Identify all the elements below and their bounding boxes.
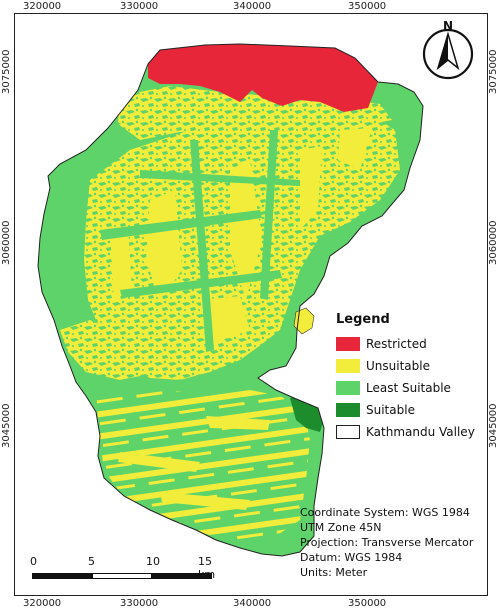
unsuitable-swatch — [336, 359, 360, 373]
bottom-x-label-3: 340000 — [233, 598, 272, 609]
bottom-x-label-4: 350000 — [348, 598, 387, 609]
unsuitable-streaks — [110, 128, 372, 510]
unsuitable-south-bands — [96, 388, 310, 540]
scale-label-5: 5 — [88, 555, 95, 568]
bottom-x-label-2: 330000 — [120, 598, 159, 609]
legend-item-least-suitable: Least Suitable — [336, 377, 486, 399]
scale-label-0: 0 — [30, 555, 37, 568]
map-info: Coordinate System: WGS 1984 UTM Zone 45N… — [300, 505, 473, 580]
top-x-label-3: 340000 — [233, 1, 272, 12]
legend-label: Kathmandu Valley — [366, 425, 475, 439]
scale-bar: 0 5 10 15 km — [28, 555, 228, 585]
top-x-label-2: 330000 — [120, 1, 159, 12]
units: Units: Meter — [300, 566, 368, 579]
bottom-x-label-1: 320000 — [23, 598, 62, 609]
legend-label: Least Suitable — [366, 381, 451, 395]
top-x-label-4: 350000 — [348, 1, 387, 12]
utm-zone: UTM Zone 45N — [300, 521, 382, 534]
kathmandu-valley-boundary — [37, 43, 424, 557]
legend-label: Unsuitable — [366, 359, 430, 373]
north-letter: N — [443, 19, 453, 33]
restricted-swatch — [336, 337, 360, 351]
legend-item-suitable: Suitable — [336, 399, 486, 421]
unsuitable-west-zone — [60, 320, 170, 380]
coordinate-system: Coordinate System: WGS 1984 — [300, 506, 470, 519]
legend-item-unsuitable: Unsuitable — [336, 355, 486, 377]
top-x-label-1: 320000 — [23, 1, 62, 12]
boundary-swatch — [336, 425, 360, 439]
north-arrow-icon: N — [422, 19, 474, 80]
suitable-patch — [160, 530, 180, 542]
scale-label-10: 10 — [146, 555, 160, 568]
datum: Datum: WGS 1984 — [300, 551, 403, 564]
least-suitable-swatch — [336, 381, 360, 395]
restricted-zone — [148, 44, 378, 112]
least-suitable-lanes — [100, 130, 300, 352]
legend: Legend Restricted Unsuitable Least Suita… — [336, 312, 486, 443]
legend-label: Restricted — [366, 337, 427, 351]
legend-item-kathmandu-valley: Kathmandu Valley — [336, 421, 486, 443]
legend-label: Suitable — [366, 403, 415, 417]
legend-title: Legend — [336, 312, 390, 327]
legend-item-restricted: Restricted — [336, 333, 486, 355]
suitable-swatch — [336, 403, 360, 417]
scale-segment-3 — [152, 573, 212, 579]
projection: Projection: Transverse Mercator — [300, 536, 474, 549]
scale-segment-2 — [92, 573, 152, 579]
scale-segment-1 — [32, 573, 92, 579]
